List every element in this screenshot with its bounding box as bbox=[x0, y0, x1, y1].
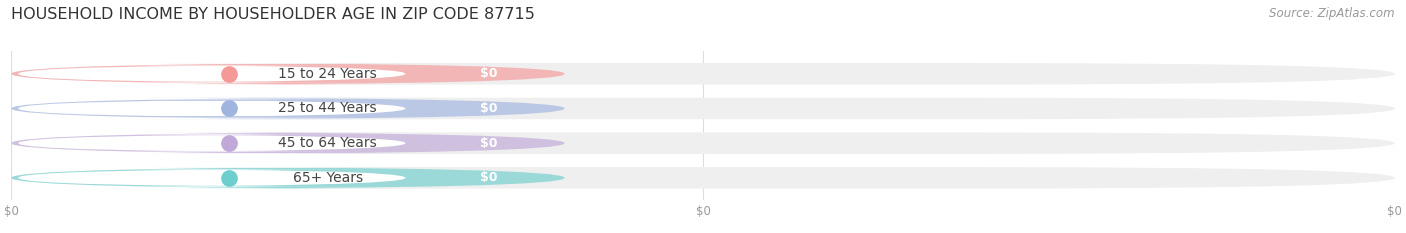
Text: 45 to 64 Years: 45 to 64 Years bbox=[278, 136, 377, 150]
Text: 65+ Years: 65+ Years bbox=[292, 171, 363, 185]
FancyBboxPatch shape bbox=[18, 100, 405, 117]
FancyBboxPatch shape bbox=[18, 65, 405, 83]
Text: 25 to 44 Years: 25 to 44 Years bbox=[278, 102, 377, 116]
FancyBboxPatch shape bbox=[18, 169, 405, 187]
FancyBboxPatch shape bbox=[11, 63, 565, 85]
FancyBboxPatch shape bbox=[11, 98, 565, 119]
FancyBboxPatch shape bbox=[11, 167, 565, 188]
Text: 15 to 24 Years: 15 to 24 Years bbox=[278, 67, 377, 81]
FancyBboxPatch shape bbox=[11, 132, 1395, 154]
Text: $0: $0 bbox=[479, 171, 498, 184]
Text: $0: $0 bbox=[479, 102, 498, 115]
FancyBboxPatch shape bbox=[11, 167, 1395, 188]
FancyBboxPatch shape bbox=[18, 134, 405, 152]
FancyBboxPatch shape bbox=[11, 63, 1395, 85]
Text: HOUSEHOLD INCOME BY HOUSEHOLDER AGE IN ZIP CODE 87715: HOUSEHOLD INCOME BY HOUSEHOLDER AGE IN Z… bbox=[11, 7, 536, 22]
Text: $0: $0 bbox=[479, 67, 498, 80]
Text: $0: $0 bbox=[479, 137, 498, 150]
FancyBboxPatch shape bbox=[11, 132, 565, 154]
Text: Source: ZipAtlas.com: Source: ZipAtlas.com bbox=[1270, 7, 1395, 20]
FancyBboxPatch shape bbox=[11, 98, 1395, 119]
